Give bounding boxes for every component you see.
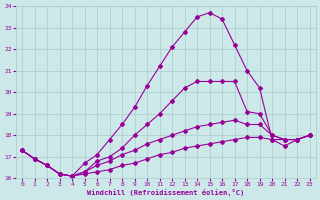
X-axis label: Windchill (Refroidissement éolien,°C): Windchill (Refroidissement éolien,°C) [87,189,244,196]
